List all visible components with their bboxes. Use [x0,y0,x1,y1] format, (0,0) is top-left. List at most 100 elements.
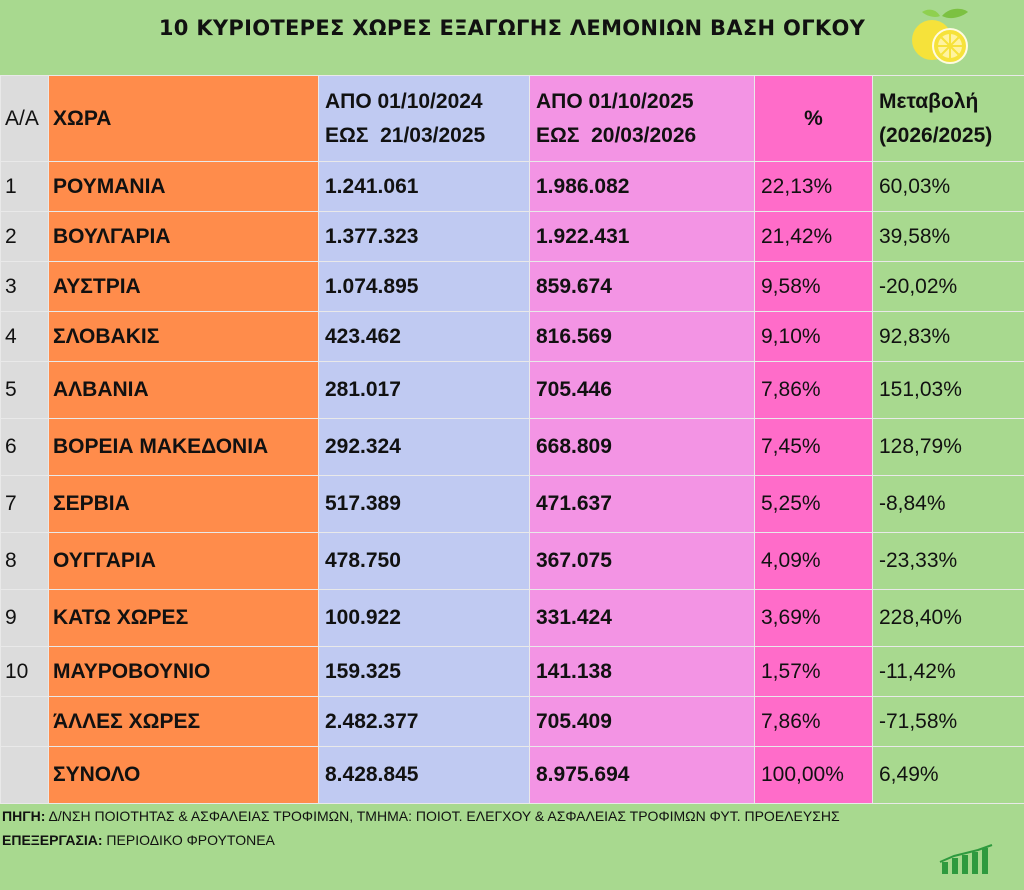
row-index: 6 [0,418,49,476]
row-index: 10 [0,646,49,697]
row-period-1-volume: 478.750 [318,532,530,590]
row-index: 4 [0,311,49,362]
table-row: 2 ΒΟΥΛΓΑΡΙΑ 1.377.323 1.922.431 21,42% 39,58% [0,211,1024,262]
header-index: Α/Α [0,75,49,162]
row-change: -8,84% [872,475,1024,533]
row-period-2-volume: 8.975.694 [529,746,755,804]
header-period-2-to: ΕΩΣ 20/03/2026 [536,123,697,147]
row-share: 22,13% [754,161,873,212]
header-period-2: ΑΠΟ 01/10/2025 ΕΩΣ 20/03/2026 [529,75,755,162]
source-label: ΠΗΓΗ: [2,808,46,824]
row-index: 3 [0,261,49,312]
table-row: 1 ΡΟΥΜΑΝΙΑ 1.241.061 1.986.082 22,13% 60,03% [0,161,1024,212]
table-row: 4 ΣΛΟΒΑΚΙΣ 423.462 816.569 9,10% 92,83% [0,311,1024,362]
row-share: 7,86% [754,361,873,419]
table-row: ΆΛΛΕΣ ΧΩΡΕΣ 2.482.377 705.409 7,86% -71,58% [0,696,1024,747]
table-row: 10 ΜΑΥΡΟΒΟΥΝΙΟ 159.325 141.138 1,57% -11,42% [0,646,1024,697]
row-country: ΒΟΥΛΓΑΡΙΑ [48,211,319,262]
row-share: 7,86% [754,696,873,747]
chart-title: 10 ΚΥΡΙΟΤΕΡΕΣ ΧΩΡΕΣ ΕΞΑΓΩΓΗΣ ΛΕΜΟΝΙΩΝ ΒΑ… [158,16,866,40]
row-index: 2 [0,211,49,262]
row-change: -23,33% [872,532,1024,590]
row-period-1-volume: 423.462 [318,311,530,362]
row-period-1-volume: 2.482.377 [318,696,530,747]
row-period-2-volume: 668.809 [529,418,755,476]
row-period-2-volume: 816.569 [529,311,755,362]
row-country: ΣΕΡΒΙΑ [48,475,319,533]
row-country: ΜΑΥΡΟΒΟΥΝΙΟ [48,646,319,697]
table-row: 7 ΣΕΡΒΙΑ 517.389 471.637 5,25% -8,84% [0,475,1024,533]
header-country: ΧΩΡΑ [48,75,319,162]
row-period-2-volume: 1.922.431 [529,211,755,262]
row-country: ΣΥΝΟΛΟ [48,746,319,804]
row-country: ΆΛΛΕΣ ΧΩΡΕΣ [48,696,319,747]
lemon-icon [912,8,968,64]
row-period-1-volume: 517.389 [318,475,530,533]
row-index: 5 [0,361,49,419]
row-period-2-volume: 331.424 [529,589,755,647]
row-change: 60,03% [872,161,1024,212]
row-index: 9 [0,589,49,647]
table-header-row: Α/Α ΧΩΡΑ ΑΠΟ 01/10/2024 ΕΩΣ 21/03/2025 Α… [0,75,1024,162]
row-change: -11,42% [872,646,1024,697]
row-share: 4,09% [754,532,873,590]
row-period-2-volume: 859.674 [529,261,755,312]
row-period-2-volume: 367.075 [529,532,755,590]
row-period-1-volume: 1.074.895 [318,261,530,312]
row-index: 7 [0,475,49,533]
header-period-1-from: ΑΠΟ 01/10/2024 [325,89,483,113]
row-share: 7,45% [754,418,873,476]
row-country: ΟΥΓΓΑΡΙΑ [48,532,319,590]
processing-text: ΠΕΡΙΟΔΙΚΟ ΦΡΟΥΤΟΝΕΑ [102,832,275,848]
footer: ΠΗΓΗ: Δ/ΝΣΗ ΠΟΙΟΤΗΤΑΣ & ΑΣΦΑΛΕΙΑΣ ΤΡΟΦΙΜ… [2,804,840,852]
processing-label: ΕΠΕΞΕΡΓΑΣΙΑ: [2,832,103,848]
row-index: 8 [0,532,49,590]
source-line: ΠΗΓΗ: Δ/ΝΣΗ ΠΟΙΟΤΗΤΑΣ & ΑΣΦΑΛΕΙΑΣ ΤΡΟΦΙΜ… [2,804,840,828]
row-change: -71,58% [872,696,1024,747]
row-period-2-volume: 1.986.082 [529,161,755,212]
row-country: ΑΥΣΤΡΙΑ [48,261,319,312]
row-change: -20,02% [872,261,1024,312]
header-change: Μεταβολή (2026/2025) [872,75,1024,162]
header-period-1: ΑΠΟ 01/10/2024 ΕΩΣ 21/03/2025 [318,75,530,162]
row-share: 21,42% [754,211,873,262]
row-share: 9,58% [754,261,873,312]
header-period-1-to: ΕΩΣ 21/03/2025 [325,123,486,147]
header-change-years: (2026/2025) [879,123,993,147]
row-change: 151,03% [872,361,1024,419]
row-period-1-volume: 1.377.323 [318,211,530,262]
row-change: 92,83% [872,311,1024,362]
row-period-2-volume: 141.138 [529,646,755,697]
row-share: 9,10% [754,311,873,362]
bar-chart-logo-icon [939,844,993,874]
row-change: 6,49% [872,746,1024,804]
table-row: 8 ΟΥΓΓΑΡΙΑ 478.750 367.075 4,09% -23,33% [0,532,1024,590]
row-period-1-volume: 1.241.061 [318,161,530,212]
row-period-1-volume: 292.324 [318,418,530,476]
row-share: 5,25% [754,475,873,533]
row-country: ΒΟΡΕΙΑ ΜΑΚΕΔΟΝΙΑ [48,418,319,476]
table-row: ΣΥΝΟΛΟ 8.428.845 8.975.694 100,00% 6,49% [0,746,1024,804]
processing-line: ΕΠΕΞΕΡΓΑΣΙΑ: ΠΕΡΙΟΔΙΚΟ ΦΡΟΥΤΟΝΕΑ [2,828,840,852]
row-change: 228,40% [872,589,1024,647]
table-row: 6 ΒΟΡΕΙΑ ΜΑΚΕΔΟΝΙΑ 292.324 668.809 7,45% 128,… [0,418,1024,476]
row-country: ΚΑΤΩ ΧΩΡΕΣ [48,589,319,647]
row-period-2-volume: 471.637 [529,475,755,533]
row-index: 1 [0,161,49,212]
row-country: ΣΛΟΒΑΚΙΣ [48,311,319,362]
row-period-2-volume: 705.409 [529,696,755,747]
row-period-1-volume: 159.325 [318,646,530,697]
row-change: 39,58% [872,211,1024,262]
row-period-2-volume: 705.446 [529,361,755,419]
exports-table: Α/Α ΧΩΡΑ ΑΠΟ 01/10/2024 ΕΩΣ 21/03/2025 Α… [0,75,1024,804]
header-change-label: Μεταβολή [879,89,979,113]
table-row: 5 ΑΛΒΑΝΙΑ 281.017 705.446 7,86% 151,03% [0,361,1024,419]
table-row: 9 ΚΑΤΩ ΧΩΡΕΣ 100.922 331.424 3,69% 228,40% [0,589,1024,647]
header-share: % [754,75,873,162]
table-row: 3 ΑΥΣΤΡΙΑ 1.074.895 859.674 9,58% -20,02% [0,261,1024,312]
row-share: 100,00% [754,746,873,804]
source-text: Δ/ΝΣΗ ΠΟΙΟΤΗΤΑΣ & ΑΣΦΑΛΕΙΑΣ ΤΡΟΦΙΜΩΝ, ΤΜ… [45,808,840,824]
row-index [0,746,49,804]
row-share: 3,69% [754,589,873,647]
row-period-1-volume: 100.922 [318,589,530,647]
